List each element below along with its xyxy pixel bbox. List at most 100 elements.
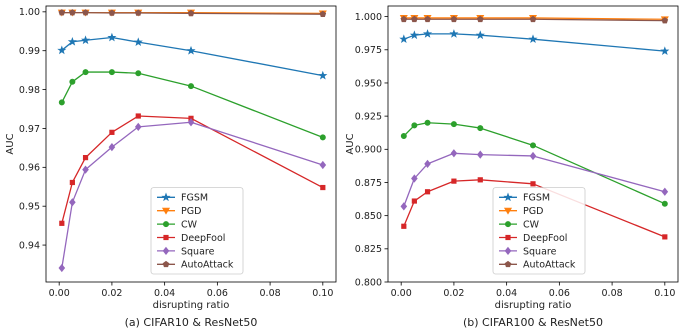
point-b-cw-5 bbox=[530, 143, 535, 148]
point-a-deepfool-2 bbox=[83, 155, 88, 160]
legend-b: FGSM PGD CW DeepFool Square AutoAttack bbox=[493, 188, 585, 274]
caption-b: (b) CIFAR100 & ResNet50 bbox=[463, 316, 603, 329]
point-a-square-6 bbox=[320, 161, 326, 168]
series-line-b-fgsm bbox=[404, 34, 665, 51]
point-b-cw-3 bbox=[451, 121, 456, 126]
legend-label-a-pgd: PGD bbox=[181, 206, 201, 217]
point-a-cw-4 bbox=[136, 71, 141, 76]
y-tick-label-b-4: 0.900 bbox=[355, 145, 382, 156]
x-tick-label-b-1: 0.02 bbox=[443, 288, 464, 299]
y-tick-label-b-0: 0.800 bbox=[355, 277, 382, 288]
point-a-fgsm-5 bbox=[187, 47, 194, 54]
point-b-fgsm-1 bbox=[411, 31, 418, 38]
legend-marker-a-deepfool bbox=[164, 235, 169, 240]
y-axis-label-b: AUC bbox=[345, 133, 356, 154]
point-b-square-3 bbox=[451, 150, 457, 157]
chart-panel-a: 0.00 0.02 0.04 0.06 0.08 0.100.940.950.960.97… bbox=[5, 6, 336, 329]
point-b-fgsm-2 bbox=[424, 30, 431, 37]
x-tick-label-a-1: 0.02 bbox=[101, 288, 122, 299]
caption-a: (a) CIFAR10 & ResNet50 bbox=[125, 316, 258, 329]
point-b-fgsm-3 bbox=[450, 30, 457, 37]
point-b-cw-4 bbox=[478, 125, 483, 130]
y-tick-label-b-3: 0.875 bbox=[355, 178, 382, 189]
point-b-deepfool-6 bbox=[663, 235, 668, 240]
y-tick-label-a-3: 0.97 bbox=[19, 124, 40, 135]
y-tick-label-b-2: 0.850 bbox=[355, 211, 382, 222]
point-b-cw-0 bbox=[401, 133, 406, 138]
point-a-deepfool-6 bbox=[321, 185, 326, 190]
legend-marker-b-deepfool bbox=[506, 235, 511, 240]
x-tick-label-b-0: 0.00 bbox=[391, 288, 412, 299]
point-b-cw-2 bbox=[425, 120, 430, 125]
legend-label-a-square: Square bbox=[181, 246, 215, 257]
point-b-deepfool-3 bbox=[452, 179, 457, 184]
legend-label-a-autoattack: AutoAttack bbox=[181, 260, 234, 271]
point-b-square-4 bbox=[477, 151, 483, 158]
point-a-cw-5 bbox=[188, 83, 193, 88]
series-line-a-fgsm bbox=[62, 37, 323, 75]
point-a-square-4 bbox=[135, 123, 141, 130]
x-tick-label-b-2: 0.04 bbox=[496, 288, 517, 299]
series-line-a-cw bbox=[62, 72, 323, 137]
legend-a: FGSM PGD CW DeepFool Square AutoAttack bbox=[151, 188, 243, 274]
point-b-deepfool-4 bbox=[478, 178, 483, 183]
legend-label-b-pgd: PGD bbox=[523, 206, 543, 217]
legend-label-b-square: Square bbox=[523, 246, 557, 257]
point-a-square-0 bbox=[59, 264, 65, 271]
point-b-fgsm-4 bbox=[477, 31, 484, 38]
point-b-square-0 bbox=[401, 203, 407, 210]
x-tick-label-b-3: 0.06 bbox=[549, 288, 570, 299]
point-a-fgsm-3 bbox=[108, 34, 115, 41]
point-b-fgsm-0 bbox=[400, 35, 407, 42]
legend-marker-b-cw bbox=[505, 221, 510, 226]
y-tick-label-a-5: 0.99 bbox=[19, 46, 40, 57]
legend-label-b-cw: CW bbox=[523, 220, 540, 231]
legend-label-a-deepfool: DeepFool bbox=[181, 233, 225, 244]
x-tick-label-a-3: 0.06 bbox=[207, 288, 228, 299]
point-a-cw-2 bbox=[83, 69, 88, 74]
y-axis-label-a: AUC bbox=[5, 133, 16, 154]
y-tick-label-a-0: 0.94 bbox=[19, 240, 40, 251]
chart-panel-b: 0.00 0.02 0.04 0.06 0.08 0.10 0.800 0.825 0.850 0… bbox=[345, 6, 678, 329]
y-tick-label-b-6: 0.950 bbox=[355, 78, 382, 89]
point-a-deepfool-0 bbox=[60, 221, 65, 226]
legend-label-a-fgsm: FGSM bbox=[181, 193, 208, 204]
x-tick-label-a-4: 0.08 bbox=[260, 288, 281, 299]
point-b-fgsm-5 bbox=[529, 35, 536, 42]
legend-label-b-autoattack: AutoAttack bbox=[523, 260, 576, 271]
point-a-deepfool-1 bbox=[70, 180, 75, 185]
y-tick-label-b-1: 0.825 bbox=[355, 244, 382, 255]
y-tick-label-a-1: 0.95 bbox=[19, 201, 40, 212]
point-b-cw-1 bbox=[412, 123, 417, 128]
x-tick-label-a-5: 0.10 bbox=[312, 288, 333, 299]
y-tick-label-b-8: 1.000 bbox=[355, 12, 382, 23]
point-a-cw-0 bbox=[59, 100, 64, 105]
x-tick-label-b-4: 0.08 bbox=[602, 288, 623, 299]
point-a-cw-1 bbox=[70, 79, 75, 84]
point-b-deepfool-0 bbox=[402, 224, 407, 229]
legend-label-a-cw: CW bbox=[181, 220, 198, 231]
point-a-fgsm-2 bbox=[82, 36, 89, 43]
point-b-deepfool-1 bbox=[412, 199, 417, 204]
y-tick-label-a-6: 1.00 bbox=[19, 7, 40, 18]
x-tick-label-b-5: 0.10 bbox=[654, 288, 675, 299]
point-a-cw-6 bbox=[320, 135, 325, 140]
y-tick-label-b-7: 0.975 bbox=[355, 45, 382, 56]
point-b-fgsm-6 bbox=[661, 47, 668, 54]
x-tick-label-a-2: 0.04 bbox=[154, 288, 175, 299]
point-a-deepfool-3 bbox=[110, 130, 115, 135]
point-b-deepfool-2 bbox=[425, 189, 430, 194]
point-b-square-6 bbox=[662, 188, 668, 195]
legend-marker-a-cw bbox=[163, 221, 168, 226]
point-a-fgsm-6 bbox=[319, 72, 326, 79]
point-a-deepfool-4 bbox=[136, 114, 141, 119]
point-a-fgsm-4 bbox=[135, 38, 142, 45]
legend-label-b-deepfool: DeepFool bbox=[523, 233, 567, 244]
point-a-cw-3 bbox=[109, 69, 114, 74]
point-b-cw-6 bbox=[662, 201, 667, 206]
y-tick-label-b-5: 0.925 bbox=[355, 111, 382, 122]
point-b-deepfool-5 bbox=[531, 182, 536, 187]
x-axis-label-a: disrupting ratio bbox=[153, 300, 230, 311]
